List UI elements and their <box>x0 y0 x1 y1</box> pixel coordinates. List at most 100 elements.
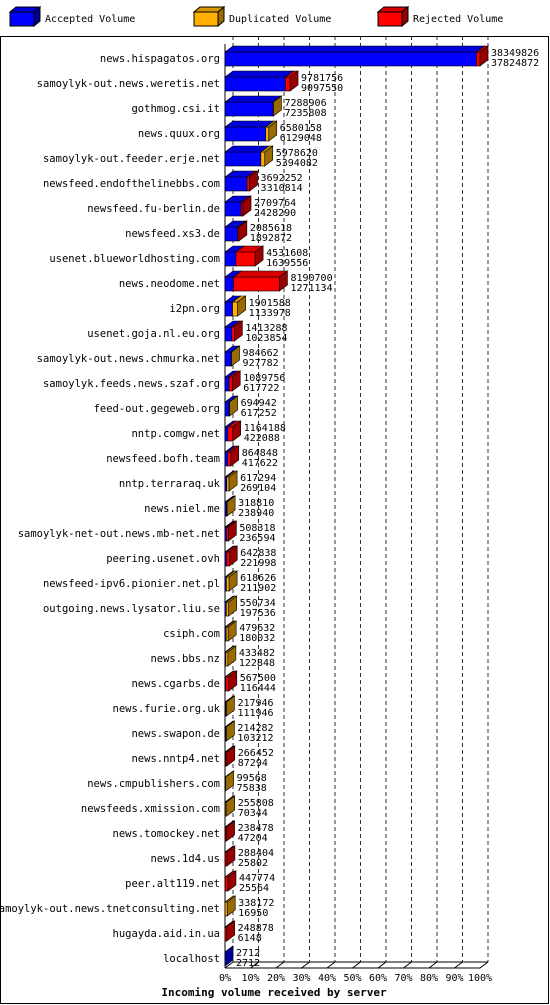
bar-side <box>227 870 237 892</box>
value-label: 103212 <box>237 733 273 744</box>
bar-side <box>227 645 237 667</box>
value-label: 642838 <box>240 548 276 559</box>
y-tick-label: peering.usenet.ovh <box>106 553 220 565</box>
bar-side <box>254 245 264 267</box>
value-label: 3692252 <box>261 173 303 184</box>
bar-front <box>224 76 286 92</box>
bar-segment <box>235 245 265 267</box>
bar-segment <box>224 120 275 142</box>
bar-front <box>226 476 230 492</box>
bar-segment <box>224 895 237 917</box>
x-tick-label: 90% <box>445 973 463 984</box>
bar-front <box>224 876 229 892</box>
bar-front <box>227 426 234 442</box>
y-tick-label: csiph.com <box>163 628 220 640</box>
bar-front <box>226 601 229 617</box>
value-label: 211902 <box>240 583 276 594</box>
bar-side <box>228 570 238 592</box>
y-tick-label: newsfeed.bofh.team <box>106 453 220 465</box>
value-label: 47204 <box>238 833 268 844</box>
bar-front <box>224 126 267 142</box>
value-label: 25802 <box>238 858 268 869</box>
bar-segment <box>224 920 236 942</box>
y-tick-label: news.quux.org <box>138 128 220 140</box>
value-label: 2712 <box>236 948 260 959</box>
x-tick-label: 40% <box>318 973 336 984</box>
y-tick-label: samoylyk-out.news.tnetconsulting.net <box>0 903 220 915</box>
value-label: 87294 <box>238 758 268 769</box>
bar-side <box>279 270 288 292</box>
bar-segment <box>224 720 236 742</box>
bar-side <box>228 670 238 692</box>
value-label: 1413288 <box>245 323 287 334</box>
y-tick-label: feed-out.gegeweb.org <box>94 403 220 415</box>
legend-swatch <box>377 11 403 27</box>
value-label: 1089756 <box>243 373 285 384</box>
bar-segment <box>230 320 244 342</box>
value-label: 1271134 <box>290 283 332 294</box>
bar-top <box>232 270 289 278</box>
value-label: 864848 <box>242 448 278 459</box>
value-label: 2085618 <box>250 223 292 234</box>
value-label: 618626 <box>240 573 276 584</box>
value-label: 7288906 <box>284 98 326 109</box>
y-tick-label: news.hispagatos.org <box>100 53 220 65</box>
value-label: 617722 <box>243 383 279 394</box>
bar-segment <box>264 120 278 142</box>
value-label: 38349826 <box>491 48 539 59</box>
bar-top <box>224 95 283 103</box>
value-label: 1901588 <box>249 298 291 309</box>
value-label: 25564 <box>239 883 269 894</box>
y-tick-label: newsfeed.xs3.de <box>125 228 220 240</box>
bar-side <box>289 70 299 92</box>
y-tick-label: news.bbs.nz <box>150 653 220 665</box>
y-tick-label: news.swapon.de <box>131 728 220 740</box>
y-tick-label: news.cgarbs.de <box>131 678 220 690</box>
bar-segment <box>224 670 238 692</box>
legend-swatch <box>193 11 219 27</box>
bar-side <box>230 445 240 467</box>
x-tick-label: 70% <box>394 973 412 984</box>
bar-front <box>224 401 230 417</box>
bar-segment <box>246 170 259 192</box>
tick-mark <box>479 961 489 969</box>
y-tick-label: newsfeed-ipv6.pionier.net.pl <box>43 578 220 590</box>
value-label: 318810 <box>238 498 274 509</box>
value-label: 338172 <box>238 898 274 909</box>
y-tick-label: newsfeed.endofthelinebbs.com <box>43 178 220 190</box>
bar-segment <box>224 220 247 242</box>
y-tick-label: samoylyk-out.news.weretis.net <box>37 78 220 90</box>
legend-item: Accepted Volume <box>8 5 135 28</box>
value-label: 5978620 <box>276 148 318 159</box>
x-tick-label: 50% <box>343 973 361 984</box>
value-label: 617294 <box>240 473 276 484</box>
bar-segment <box>228 370 242 392</box>
bar-front <box>246 176 250 192</box>
value-label: 6129048 <box>280 133 322 144</box>
value-label: 197536 <box>240 608 276 619</box>
bar-segment <box>272 95 283 117</box>
bar-side <box>242 195 252 217</box>
x-tick-label: 10% <box>241 973 259 984</box>
bar-side <box>268 120 278 142</box>
value-label: 255808 <box>238 798 274 809</box>
value-label: 8190700 <box>290 273 332 284</box>
bar-side <box>232 420 242 442</box>
bar-side <box>226 720 235 742</box>
value-label: 508318 <box>239 523 275 534</box>
value-label: 4531608 <box>266 248 308 259</box>
y-tick-label: nntp.terraraq.uk <box>119 478 221 490</box>
bar-segment <box>224 745 236 767</box>
bar-front <box>231 326 235 342</box>
tick-mark <box>352 961 361 969</box>
bar-side <box>273 95 282 117</box>
bar-side <box>249 170 258 192</box>
bar-segment <box>224 395 239 417</box>
bar-segment <box>224 945 234 967</box>
bar-segment <box>224 170 256 192</box>
y-tick-label: news.cmpublishers.com <box>87 778 220 790</box>
bar-side <box>226 695 235 717</box>
legend-label: Rejected Volume <box>413 14 503 25</box>
bar-side <box>231 345 240 367</box>
value-label: 447774 <box>239 873 275 884</box>
